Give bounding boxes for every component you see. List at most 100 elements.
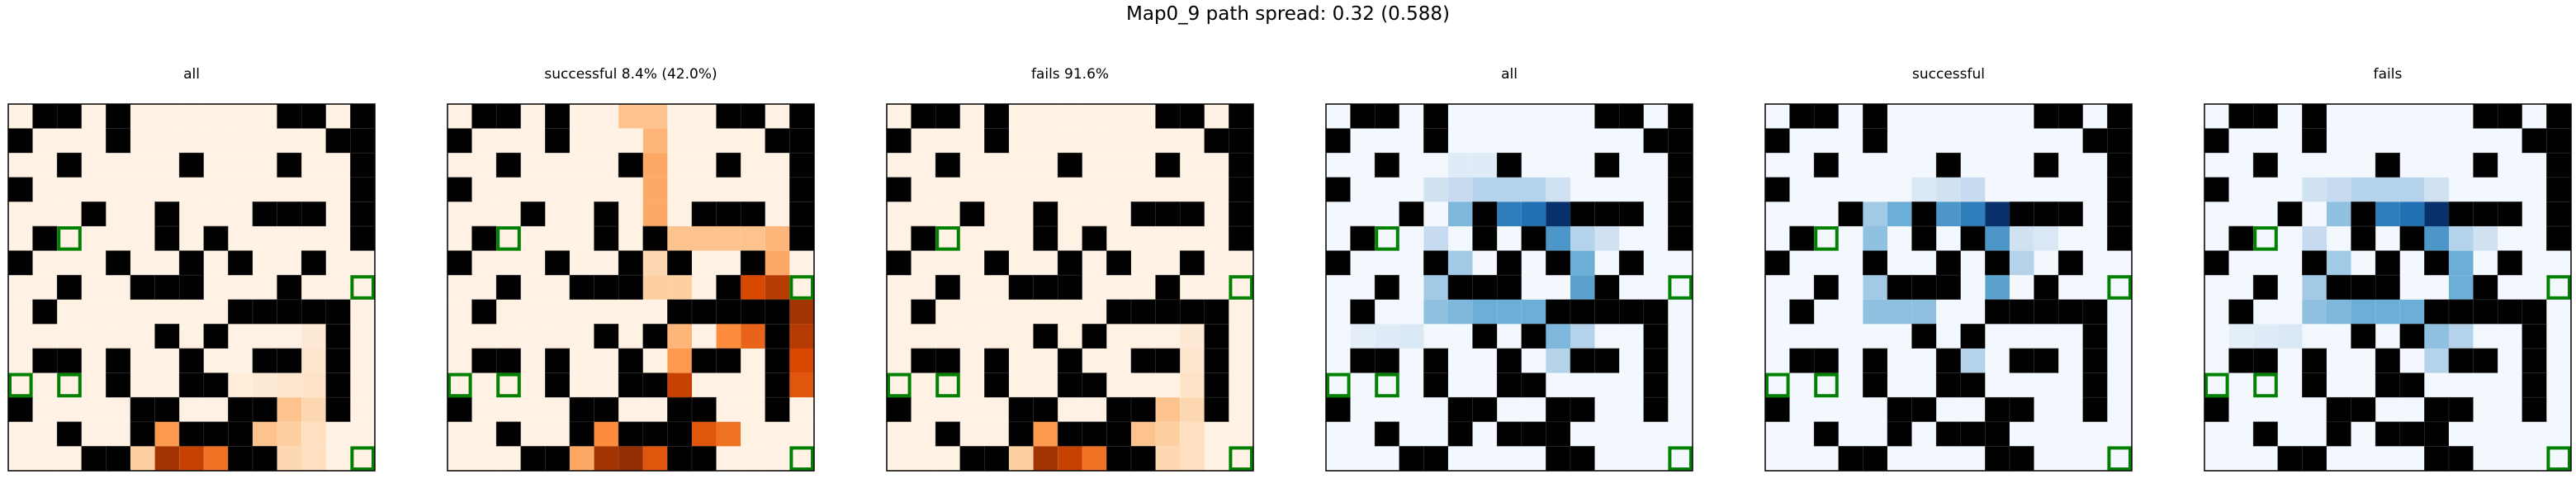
- obstacle-cell: [935, 274, 961, 301]
- heat-cell: [2375, 104, 2400, 129]
- obstacle-cell: [1179, 250, 1205, 276]
- heat-cell: [2473, 226, 2498, 251]
- obstacle-cell: [1350, 103, 1376, 129]
- obstacle-cell: [1082, 324, 1107, 349]
- obstacle-cell: [642, 372, 668, 398]
- obstacle-cell: [1179, 299, 1205, 325]
- obstacle-cell: [130, 274, 155, 301]
- heat-cell: [447, 446, 472, 471]
- obstacle-cell: [1668, 202, 1693, 227]
- obstacle-cell: [1155, 103, 1181, 129]
- heat-cell: [935, 128, 960, 154]
- heat-cell: [1643, 421, 1669, 447]
- heat-cell: [32, 153, 58, 178]
- heat-cell: [2107, 275, 2132, 300]
- heat-cell: [471, 372, 497, 398]
- heat-cell: [1009, 250, 1034, 276]
- heat-cell: [471, 153, 497, 178]
- heat-cell: [1131, 275, 1156, 300]
- obstacle-cell: [325, 372, 351, 398]
- obstacle-cell: [1374, 103, 1400, 129]
- heat-cell: [1546, 226, 1570, 251]
- heat-cell: [1009, 372, 1034, 398]
- obstacle-cell: [984, 348, 1010, 373]
- obstacle-cell: [1179, 103, 1205, 129]
- obstacle-cell: [2351, 274, 2376, 301]
- heat-cell: [81, 324, 107, 349]
- heat-cell: [789, 324, 814, 349]
- heat-cell: [1350, 421, 1376, 447]
- heat-cell: [716, 177, 741, 202]
- heat-cell: [1423, 202, 1448, 226]
- obstacle-cell: [1423, 348, 1449, 373]
- heat-cell: [2302, 202, 2327, 226]
- heat-cell: [2082, 226, 2108, 251]
- heat-cell: [789, 372, 814, 398]
- goal-marker: [2107, 446, 2132, 472]
- heat-cell: [1863, 397, 1887, 422]
- heat-cell: [228, 202, 253, 226]
- obstacle-cell: [667, 396, 693, 423]
- heat-cell: [203, 177, 229, 202]
- obstacle-cell: [984, 372, 1010, 398]
- heat-cell: [1448, 250, 1473, 276]
- obstacle-cell: [984, 250, 1010, 276]
- heat-cell: [1009, 104, 1034, 129]
- obstacle-cell: [984, 103, 1010, 129]
- heat-cell: [1668, 324, 1693, 349]
- heat-cell: [667, 202, 692, 226]
- obstacle-cell: [1643, 324, 1669, 349]
- heat-cell: [789, 421, 814, 447]
- heat-cell: [32, 275, 58, 300]
- heat-cell: [471, 275, 497, 300]
- obstacle-cell: [2326, 274, 2351, 301]
- obstacle-cell: [2448, 348, 2474, 373]
- heat-cell: [2034, 128, 2059, 154]
- heat-cell: [789, 299, 814, 325]
- heat-cell: [520, 349, 546, 373]
- heat-cell: [32, 128, 58, 154]
- heat-cell: [203, 349, 229, 373]
- obstacle-cell: [2399, 225, 2425, 251]
- heat-cell: [8, 372, 33, 398]
- heat-cell: [1423, 421, 1448, 447]
- heat-cell: [984, 397, 1009, 422]
- heat-cell: [1229, 349, 1253, 373]
- heat-cell: [1033, 446, 1058, 471]
- heat-cell: [2082, 153, 2108, 178]
- obstacle-cell: [789, 128, 815, 154]
- heat-cell: [350, 250, 375, 276]
- heat-cell: [1058, 226, 1082, 251]
- goal-marker: [1668, 446, 1693, 472]
- heat-cell: [2498, 226, 2522, 251]
- heat-cell: [520, 299, 546, 325]
- heat-cell: [984, 202, 1009, 226]
- heat-cell: [1619, 349, 1644, 373]
- heat-cell: [8, 202, 33, 226]
- heat-cell: [911, 324, 936, 349]
- heat-cell: [1985, 153, 2010, 178]
- heat-cell: [1936, 226, 1961, 251]
- heat-cell: [1838, 153, 1863, 178]
- obstacle-cell: [1204, 372, 1229, 398]
- heat-cell: [471, 128, 497, 154]
- heat-cell: [1546, 202, 1570, 226]
- heat-cell: [1960, 250, 1986, 276]
- obstacle-cell: [2107, 103, 2133, 129]
- heat-cell: [1448, 153, 1473, 178]
- heat-cell: [570, 446, 594, 471]
- goal-marker: [1668, 275, 1693, 300]
- obstacle-cell: [2302, 348, 2327, 373]
- obstacle-cell: [495, 421, 522, 447]
- heat-cell: [1814, 372, 1839, 398]
- heat-cell: [2253, 397, 2278, 422]
- obstacle-cell: [1789, 103, 1815, 129]
- obstacle-cell: [178, 348, 205, 373]
- heat-cell: [692, 421, 717, 447]
- heat-cell: [1448, 202, 1473, 226]
- obstacle-cell: [1594, 348, 1620, 373]
- heat-cell: [2058, 349, 2083, 373]
- obstacle-cell: [1399, 202, 1424, 227]
- heat-cell: [2204, 446, 2229, 471]
- heat-cell: [471, 324, 497, 349]
